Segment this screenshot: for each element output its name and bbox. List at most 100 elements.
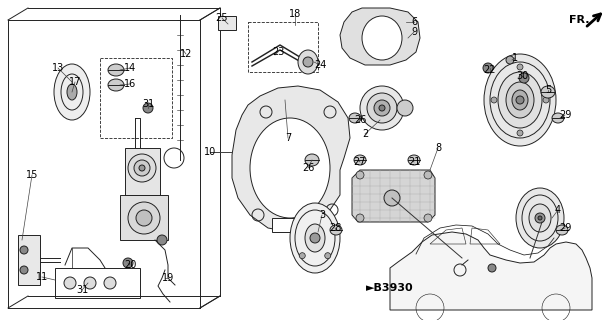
Text: 1: 1 [512, 53, 518, 63]
Circle shape [543, 97, 549, 103]
Circle shape [374, 100, 390, 116]
Circle shape [356, 214, 364, 222]
Text: 29: 29 [559, 223, 571, 233]
Polygon shape [232, 86, 350, 232]
Text: 30: 30 [516, 71, 528, 81]
Circle shape [519, 73, 529, 83]
Ellipse shape [556, 225, 568, 235]
Text: FR.: FR. [569, 15, 589, 25]
Polygon shape [125, 148, 160, 195]
Ellipse shape [305, 224, 325, 252]
Circle shape [84, 277, 96, 289]
Circle shape [379, 105, 385, 111]
Ellipse shape [498, 72, 542, 128]
Text: ►B3930: ►B3930 [366, 283, 414, 293]
Bar [248, 22, 318, 72]
Ellipse shape [67, 84, 77, 100]
Ellipse shape [362, 16, 402, 60]
Text: 31: 31 [76, 285, 88, 295]
Ellipse shape [512, 90, 528, 110]
Circle shape [397, 100, 413, 116]
Circle shape [384, 190, 400, 206]
Circle shape [506, 56, 514, 64]
Text: 3: 3 [319, 210, 325, 220]
Text: 27: 27 [354, 157, 366, 167]
Text: 14: 14 [124, 63, 136, 73]
Ellipse shape [250, 118, 330, 218]
Circle shape [491, 97, 497, 103]
Circle shape [136, 210, 152, 226]
Circle shape [299, 253, 305, 259]
Polygon shape [18, 235, 40, 285]
Ellipse shape [290, 203, 340, 273]
Text: 11: 11 [36, 272, 48, 282]
Circle shape [516, 96, 524, 104]
Ellipse shape [349, 113, 361, 123]
Circle shape [424, 171, 432, 179]
Text: 13: 13 [52, 63, 64, 73]
Text: 17: 17 [69, 77, 81, 87]
Text: 26: 26 [302, 163, 314, 173]
Text: 26: 26 [354, 115, 366, 125]
Text: 21: 21 [408, 157, 420, 167]
Circle shape [157, 235, 167, 245]
Circle shape [20, 266, 28, 274]
Text: 16: 16 [124, 79, 136, 89]
Text: 7: 7 [285, 133, 291, 143]
Circle shape [303, 57, 313, 67]
Text: 4: 4 [555, 205, 561, 215]
Circle shape [104, 277, 116, 289]
Text: 28: 28 [329, 223, 341, 233]
Ellipse shape [506, 82, 534, 118]
Polygon shape [390, 232, 592, 310]
Ellipse shape [408, 155, 420, 165]
Circle shape [139, 165, 145, 171]
Text: 19: 19 [162, 273, 174, 283]
Text: 20: 20 [124, 260, 136, 270]
Circle shape [134, 160, 150, 176]
Ellipse shape [108, 79, 124, 91]
Circle shape [483, 63, 493, 73]
Circle shape [64, 277, 76, 289]
Text: 24: 24 [314, 60, 326, 70]
Text: 8: 8 [435, 143, 441, 153]
Circle shape [517, 64, 523, 70]
Text: 5: 5 [545, 85, 551, 95]
Circle shape [325, 253, 330, 259]
Ellipse shape [529, 204, 551, 232]
Circle shape [360, 86, 404, 130]
Text: 2: 2 [362, 129, 368, 139]
Text: 22: 22 [483, 65, 496, 75]
Ellipse shape [484, 54, 556, 146]
Circle shape [20, 246, 28, 254]
Circle shape [424, 214, 432, 222]
Bar [272, 218, 294, 232]
Ellipse shape [552, 113, 564, 123]
Ellipse shape [516, 188, 564, 248]
Text: 25: 25 [216, 13, 228, 23]
Text: 9: 9 [411, 27, 417, 37]
Circle shape [367, 93, 397, 123]
Bar [218, 16, 236, 30]
Circle shape [123, 258, 133, 268]
Circle shape [310, 233, 320, 243]
Ellipse shape [305, 154, 319, 166]
Text: 10: 10 [204, 147, 216, 157]
Circle shape [538, 216, 542, 220]
Text: 31: 31 [142, 99, 154, 109]
Polygon shape [120, 195, 168, 240]
Ellipse shape [541, 86, 555, 98]
Circle shape [143, 103, 153, 113]
Circle shape [517, 130, 523, 136]
Text: 6: 6 [411, 17, 417, 27]
Ellipse shape [354, 155, 366, 165]
Text: 29: 29 [559, 110, 571, 120]
Circle shape [488, 264, 496, 272]
Circle shape [128, 154, 156, 182]
Circle shape [356, 171, 364, 179]
Ellipse shape [108, 64, 124, 76]
Bar [100, 58, 172, 138]
Ellipse shape [298, 50, 318, 74]
Polygon shape [340, 8, 420, 65]
Circle shape [535, 213, 545, 223]
